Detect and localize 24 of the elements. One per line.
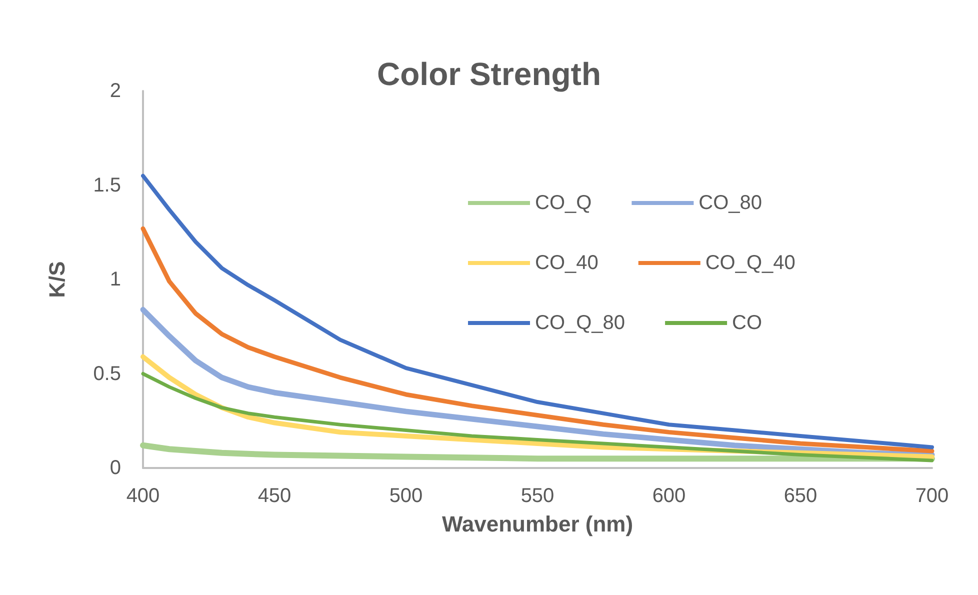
x-axis-title: Wavenumber (nm) <box>442 512 634 536</box>
legend-label: CO_80 <box>698 192 762 214</box>
chart-title: Color Strength <box>377 56 601 92</box>
y-tick-label: 1.5 <box>93 174 121 196</box>
line-series <box>141 174 934 450</box>
y-tick-label: 0 <box>110 457 121 479</box>
x-tick-label: 400 <box>126 485 160 507</box>
legend-label: CO_Q <box>535 192 592 214</box>
x-tick-label: 500 <box>389 485 423 507</box>
legend-label: CO_Q_40 <box>705 252 796 274</box>
legend-label: CO_40 <box>535 252 598 274</box>
y-tick-label: 1 <box>110 268 121 290</box>
x-tick-label: 550 <box>520 485 554 507</box>
x-tick-label: 700 <box>915 485 949 507</box>
y-tick-label: 0.5 <box>93 362 121 385</box>
legend-label: CO_Q_80 <box>535 312 626 334</box>
y-tick-label: 2 <box>110 80 121 102</box>
y-axis-title: K/S <box>44 261 70 298</box>
x-tick-label: 600 <box>652 485 686 507</box>
line-series <box>140 226 934 454</box>
x-tick-label: 450 <box>258 485 292 507</box>
line-series <box>141 372 934 462</box>
x-tick-label: 650 <box>784 485 818 507</box>
legend-label: CO <box>732 312 762 334</box>
